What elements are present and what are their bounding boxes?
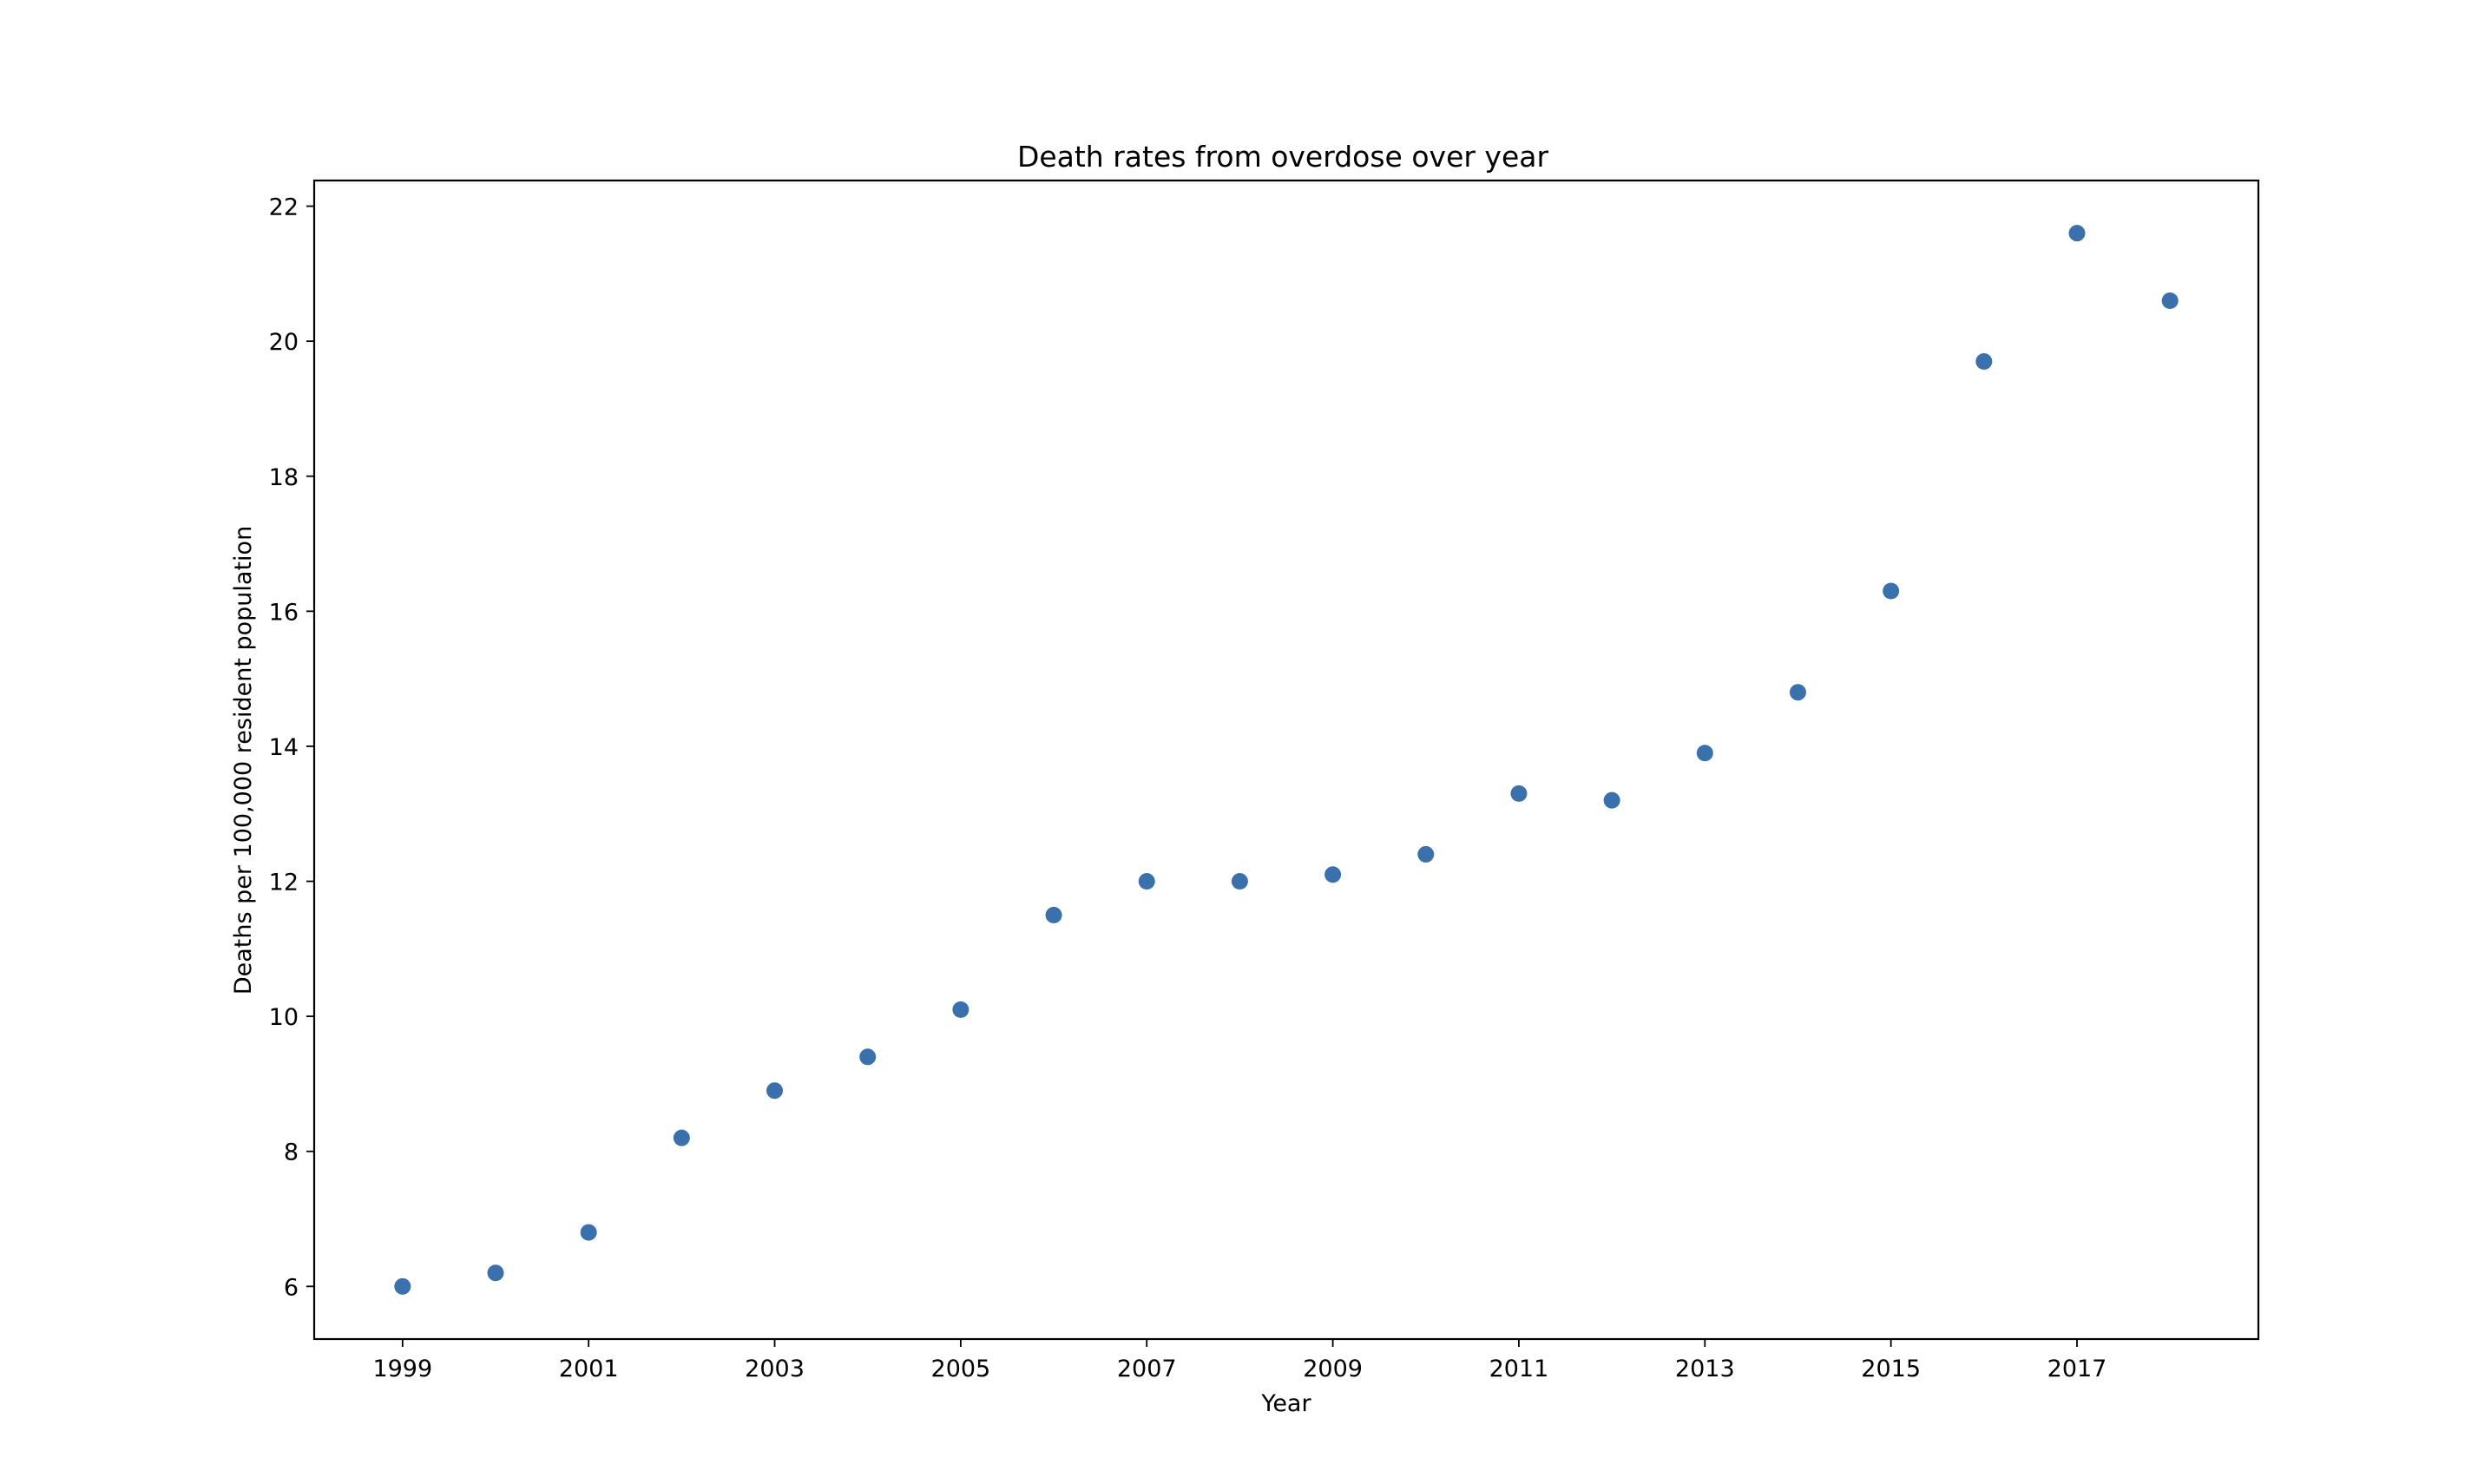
y-tick-label: 22 (269, 194, 299, 221)
y-tick-label: 12 (269, 870, 299, 896)
x-tick-label: 2009 (1303, 1356, 1363, 1382)
x-tick-label: 1999 (372, 1356, 432, 1382)
data-point (952, 1001, 969, 1018)
data-point (1510, 785, 1528, 802)
x-tick-label: 2007 (1117, 1356, 1177, 1382)
x-axis-ticks: 1999 2001 2003 2005 2007 2009 2011 2013 2015 2017 (372, 1339, 2107, 1382)
data-point (2161, 292, 2179, 309)
data-point (580, 1224, 597, 1241)
data-point (1045, 906, 1062, 923)
y-axis-label: Deaths per 100,000 resident population (230, 526, 257, 995)
y-axis-ticks: 6 8 10 12 14 16 18 20 22 (269, 194, 314, 1301)
data-point (1696, 745, 1713, 762)
data-point (1603, 791, 1620, 809)
data-point (673, 1129, 690, 1146)
x-tick-label: 2001 (559, 1356, 619, 1382)
x-tick-label: 2011 (1489, 1356, 1549, 1382)
y-tick-label: 20 (269, 329, 299, 356)
plot-area-frame (312, 179, 2260, 1341)
x-tick-label: 2015 (1861, 1356, 1921, 1382)
data-point (487, 1264, 504, 1282)
x-axis-label: Year (1260, 1390, 1311, 1417)
data-point (766, 1082, 784, 1100)
data-point (1138, 873, 1155, 890)
data-point (859, 1048, 877, 1066)
y-tick-label: 18 (269, 464, 299, 491)
x-tick-label: 2003 (745, 1356, 805, 1382)
data-points (394, 225, 2179, 1295)
x-tick-label: 2013 (1675, 1356, 1735, 1382)
y-tick-label: 14 (269, 734, 299, 761)
x-tick-label: 2005 (931, 1356, 991, 1382)
y-tick-label: 10 (269, 1004, 299, 1031)
data-point (394, 1277, 411, 1295)
data-point (1789, 684, 1806, 701)
x-tick-label: 2017 (2047, 1356, 2107, 1382)
data-point (1417, 845, 1435, 863)
data-point (1883, 582, 1900, 600)
chart-title: Death rates from overdose over year (1017, 140, 1549, 174)
data-point (1231, 873, 1248, 890)
y-tick-label: 6 (284, 1274, 299, 1301)
y-tick-label: 8 (284, 1139, 299, 1166)
data-point (1324, 866, 1342, 883)
y-tick-label: 16 (269, 599, 299, 626)
data-point (1975, 352, 1993, 370)
data-point (2068, 225, 2086, 242)
